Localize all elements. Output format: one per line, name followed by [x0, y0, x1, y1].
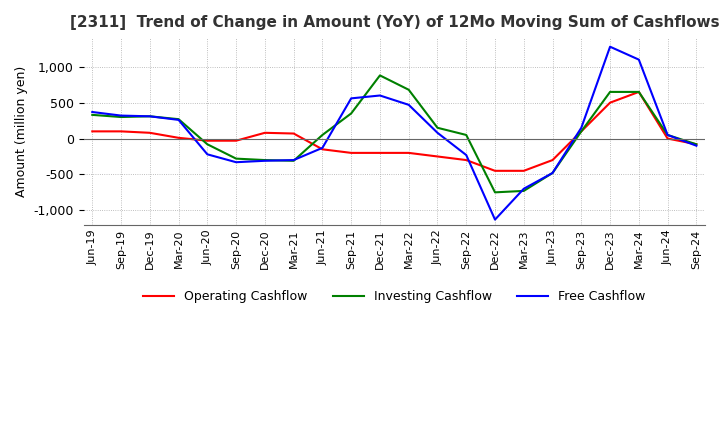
Operating Cashflow [663, 136, 672, 141]
Operating Cashflow [433, 154, 442, 159]
Free Cashflow [462, 152, 471, 158]
Investing Cashflow [289, 158, 298, 163]
Investing Cashflow [433, 125, 442, 130]
Investing Cashflow [174, 117, 183, 122]
Investing Cashflow [405, 87, 413, 92]
Free Cashflow [261, 158, 269, 163]
Investing Cashflow [634, 89, 643, 95]
Free Cashflow [174, 117, 183, 122]
Investing Cashflow [577, 129, 585, 134]
Operating Cashflow [606, 100, 614, 105]
Operating Cashflow [289, 131, 298, 136]
Operating Cashflow [634, 89, 643, 95]
Free Cashflow [548, 170, 557, 176]
Y-axis label: Amount (million yen): Amount (million yen) [15, 66, 28, 197]
Free Cashflow [577, 125, 585, 130]
Operating Cashflow [145, 130, 154, 136]
Investing Cashflow [232, 156, 240, 161]
Free Cashflow [663, 132, 672, 138]
Free Cashflow [433, 130, 442, 136]
Operating Cashflow [376, 150, 384, 155]
Operating Cashflow [117, 129, 125, 134]
Investing Cashflow [663, 132, 672, 138]
Operating Cashflow [174, 135, 183, 140]
Free Cashflow [88, 110, 96, 115]
Line: Investing Cashflow: Investing Cashflow [92, 75, 696, 192]
Investing Cashflow [145, 114, 154, 119]
Operating Cashflow [318, 147, 327, 152]
Free Cashflow [405, 102, 413, 107]
Free Cashflow [692, 143, 701, 148]
Operating Cashflow [405, 150, 413, 155]
Line: Operating Cashflow: Operating Cashflow [92, 92, 696, 171]
Investing Cashflow [606, 89, 614, 95]
Operating Cashflow [491, 168, 500, 173]
Operating Cashflow [203, 138, 212, 143]
Free Cashflow [376, 93, 384, 98]
Operating Cashflow [577, 129, 585, 134]
Investing Cashflow [318, 132, 327, 138]
Investing Cashflow [376, 73, 384, 78]
Investing Cashflow [491, 190, 500, 195]
Free Cashflow [117, 113, 125, 118]
Free Cashflow [347, 96, 356, 101]
Legend: Operating Cashflow, Investing Cashflow, Free Cashflow: Operating Cashflow, Investing Cashflow, … [138, 285, 651, 308]
Free Cashflow [145, 114, 154, 119]
Free Cashflow [289, 158, 298, 163]
Free Cashflow [519, 186, 528, 191]
Investing Cashflow [462, 132, 471, 138]
Investing Cashflow [519, 188, 528, 194]
Investing Cashflow [88, 112, 96, 117]
Operating Cashflow [548, 158, 557, 163]
Free Cashflow [203, 152, 212, 157]
Free Cashflow [318, 145, 327, 150]
Free Cashflow [606, 44, 614, 49]
Operating Cashflow [519, 168, 528, 173]
Free Cashflow [491, 217, 500, 222]
Investing Cashflow [203, 142, 212, 147]
Investing Cashflow [548, 170, 557, 176]
Free Cashflow [232, 160, 240, 165]
Operating Cashflow [261, 130, 269, 136]
Investing Cashflow [261, 158, 269, 163]
Operating Cashflow [88, 129, 96, 134]
Operating Cashflow [232, 138, 240, 143]
Investing Cashflow [117, 114, 125, 120]
Free Cashflow [634, 57, 643, 62]
Operating Cashflow [462, 158, 471, 163]
Operating Cashflow [347, 150, 356, 155]
Title: [2311]  Trend of Change in Amount (YoY) of 12Mo Moving Sum of Cashflows: [2311] Trend of Change in Amount (YoY) o… [70, 15, 719, 30]
Operating Cashflow [692, 142, 701, 147]
Investing Cashflow [692, 142, 701, 147]
Line: Free Cashflow: Free Cashflow [92, 47, 696, 220]
Investing Cashflow [347, 111, 356, 116]
